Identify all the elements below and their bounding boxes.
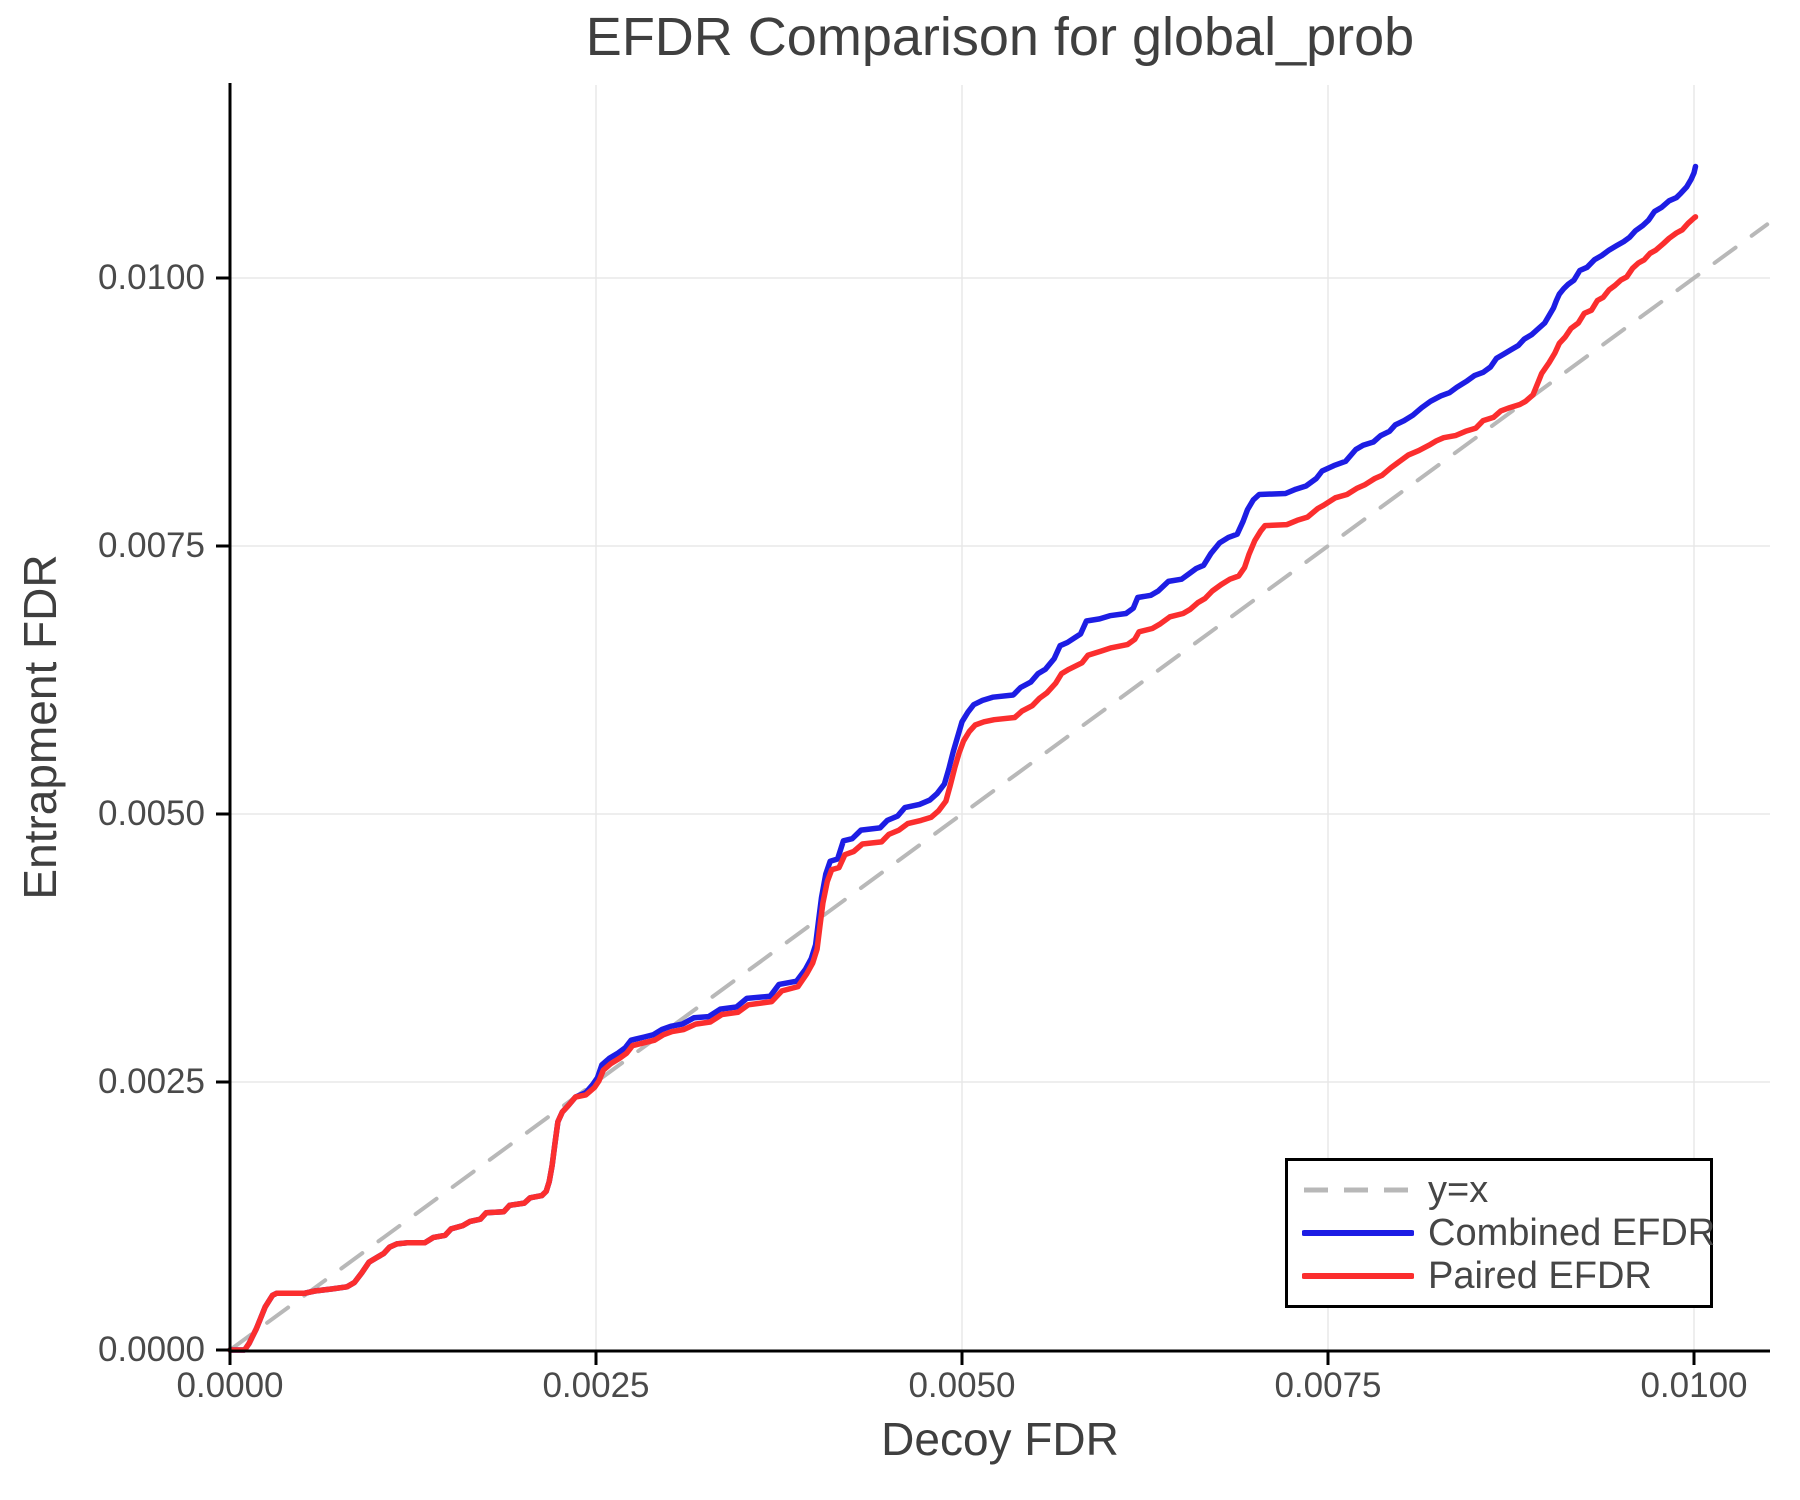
legend: y=x Combined EFDR Paired EFDR <box>1285 1158 1715 1308</box>
x-tick-label: 0.0025 <box>542 1366 650 1405</box>
legend-item-combined-efdr: Combined EFDR <box>1302 1213 1715 1253</box>
legend-item-yx: y=x <box>1302 1170 1704 1210</box>
dashed-line-sample-icon <box>1304 1187 1412 1193</box>
blue-line-sample-icon <box>1302 1230 1414 1236</box>
x-tick-label: 0.0000 <box>176 1366 284 1405</box>
y-axis-label: Entrapment FDR <box>14 554 66 900</box>
y-tick-label: 0.0025 <box>97 1062 205 1101</box>
red-line-sample-icon <box>1302 1273 1414 1279</box>
y-tick-label: 0.0100 <box>97 258 205 297</box>
y-tick-label: 0.0075 <box>97 526 205 565</box>
x-tick-label: 0.0100 <box>1640 1366 1748 1405</box>
legend-item-paired-efdr: Paired EFDR <box>1302 1256 1704 1296</box>
legend-label: Combined EFDR <box>1428 1212 1716 1254</box>
legend-label: y=x <box>1428 1169 1489 1211</box>
chart-title: EFDR Comparison for global_prob <box>585 7 1415 67</box>
y-tick-label: 0.0000 <box>97 1330 205 1369</box>
legend-label: Paired EFDR <box>1428 1255 1652 1297</box>
x-tick-label: 0.0075 <box>1274 1366 1382 1405</box>
x-axis-label: Decoy FDR <box>881 1413 1119 1465</box>
y-tick-label: 0.0050 <box>97 794 205 833</box>
x-tick-label: 0.0050 <box>908 1366 1016 1405</box>
